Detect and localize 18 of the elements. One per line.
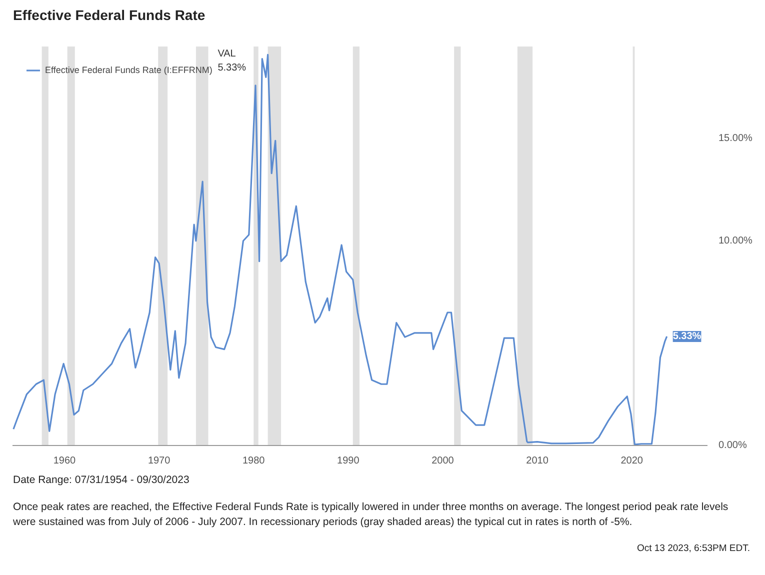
annotation: 5.33% <box>672 330 702 342</box>
chart-title: Effective Federal Funds Rate <box>13 6 206 25</box>
text: Date Range: 07/31/1954 - 09/30/2023 <box>13 473 190 488</box>
x-tick-label: 1970 <box>148 456 171 466</box>
annotation: 5.33% <box>218 62 246 74</box>
x-tick-label: 2000 <box>432 456 454 466</box>
x-tick-label: 1990 <box>337 456 360 466</box>
y-tick-label: 0.00% <box>718 440 747 451</box>
y-tick-label: 10.00% <box>718 235 753 246</box>
text: Oct 13 2023, 6:53PM EDT. <box>636 542 750 556</box>
annotation: VAL <box>218 48 236 60</box>
legend-label: Effective Federal Funds Rate (I:EFFRNM) <box>45 65 212 75</box>
x-tick-label: 1980 <box>242 456 266 466</box>
x-tick-label: 2010 <box>526 456 549 466</box>
x-tick-label: 2020 <box>620 456 644 466</box>
text: Once peak rates are reached, the Effective Federal Funds Rate is typically lowered in under three months on average. The longest period peak rate levels were sustained was from July of 2006 - July 2007. In recessionary periods (gray shaded areas) the typical cut in rates is north of -5%. <box>13 500 730 530</box>
x-tick-label: 1960 <box>53 456 76 466</box>
y-tick-label: 15.00% <box>718 133 753 144</box>
